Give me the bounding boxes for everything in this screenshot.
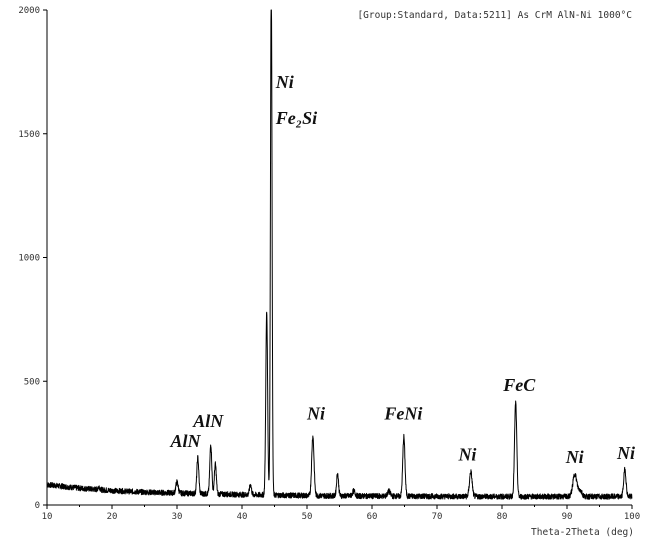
- y-tick-label: 2000: [18, 6, 40, 16]
- peak-label: Ni: [616, 443, 635, 463]
- x-tick-label: 80: [497, 512, 508, 522]
- y-tick-label: 0: [35, 501, 40, 511]
- peak-label: Ni: [306, 404, 325, 424]
- x-tick-label: 50: [302, 512, 313, 522]
- x-tick-label: 70: [432, 512, 443, 522]
- peak-label: Ni: [457, 444, 476, 464]
- x-tick-label: 100: [624, 512, 640, 522]
- x-tick-label: 20: [107, 512, 118, 522]
- peak-label: AlN: [192, 411, 224, 431]
- chart-header: [Group:Standard, Data:5211] As CrM AlN-N…: [357, 10, 632, 21]
- y-tick-label: 500: [24, 377, 40, 387]
- peak-label: Fe₂Si: [275, 108, 317, 128]
- x-tick-label: 60: [367, 512, 378, 522]
- x-tick-label: 40: [237, 512, 248, 522]
- x-tick-label: 10: [42, 512, 53, 522]
- y-axis-ticks: 0 500 1000 1500 2000: [18, 6, 47, 511]
- peak-label: FeC: [502, 375, 536, 395]
- x-axis-ticks: 10 20 30 40 50 60 70 80 90 100: [42, 505, 640, 522]
- x-tick-label: 90: [562, 512, 573, 522]
- y-tick-label: 1500: [18, 130, 40, 140]
- peak-label: AlN: [170, 431, 202, 451]
- diffraction-pattern-line: [46, 9, 633, 500]
- axes: [46, 10, 632, 506]
- x-tick-label: 30: [172, 512, 183, 522]
- y-tick-label: 1000: [18, 254, 40, 264]
- peak-label: Ni: [565, 447, 584, 467]
- peak-label: Ni: [275, 72, 294, 92]
- peak-label: FeNi: [383, 404, 422, 424]
- x-axis-label: Theta-2Theta (deg): [531, 527, 634, 538]
